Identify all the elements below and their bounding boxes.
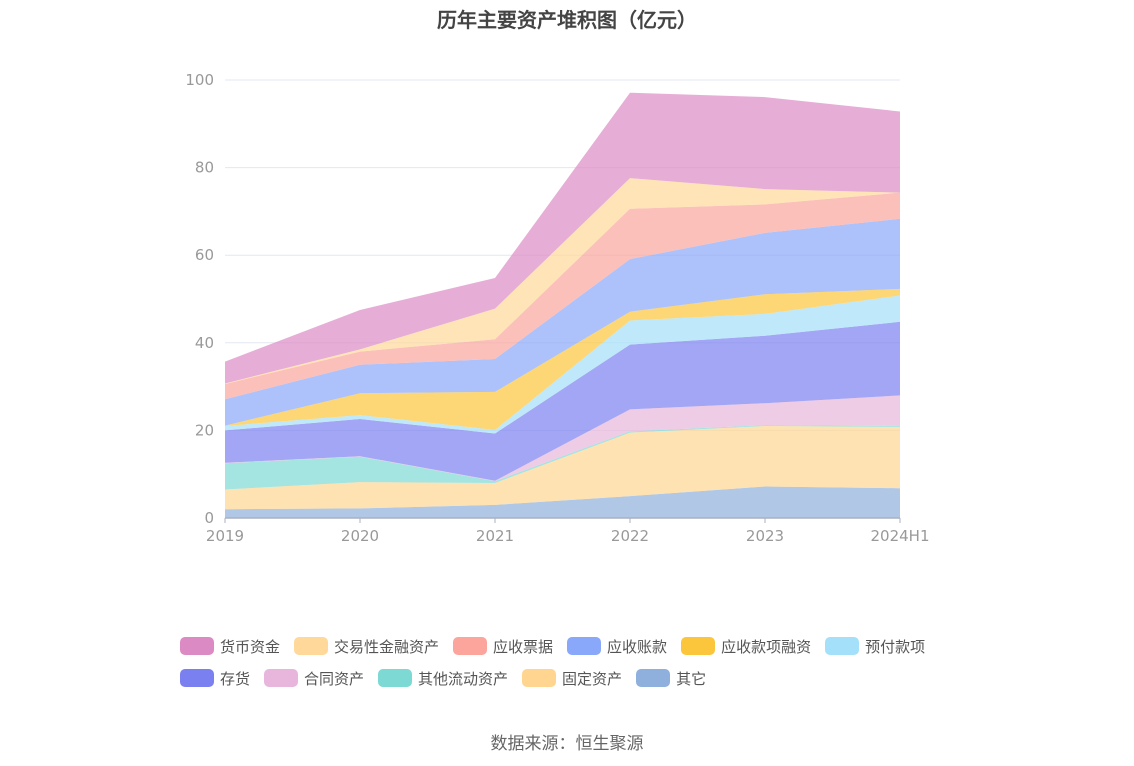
legend-item[interactable]: 其他流动资产 bbox=[378, 668, 508, 689]
legend-item[interactable]: 应收款项融资 bbox=[681, 636, 811, 657]
legend-label: 其它 bbox=[676, 669, 707, 688]
legend-swatch bbox=[180, 637, 214, 655]
legend-item[interactable]: 货币资金 bbox=[180, 636, 280, 657]
legend-swatch bbox=[825, 637, 860, 655]
x-tick-label: 2023 bbox=[746, 527, 784, 545]
area-series-合同资产 bbox=[225, 395, 900, 482]
legend-label: 其他流动资产 bbox=[418, 669, 509, 688]
legend-label: 预付款项 bbox=[865, 637, 926, 656]
legend-label: 应收账款 bbox=[607, 637, 668, 656]
area-series bbox=[225, 92, 900, 518]
legend-item[interactable]: 其它 bbox=[636, 668, 706, 689]
area-series-存货 bbox=[225, 321, 900, 481]
legend-label: 交易性金融资产 bbox=[334, 637, 440, 656]
area-series-固定资产 bbox=[225, 426, 900, 510]
legend-label: 应收票据 bbox=[493, 637, 554, 656]
area-series-预付款项 bbox=[225, 295, 900, 434]
legend-row: 货币资金 交易性金融资产 应收票据 应收账款 应收款项融资 预付款项 bbox=[180, 630, 980, 662]
legend-item[interactable]: 应收账款 bbox=[567, 636, 667, 657]
legend: 货币资金 交易性金融资产 应收票据 应收账款 应收款项融资 预付款项存货 合同资产 其他流动资… bbox=[180, 630, 980, 694]
x-tick-label: 2024H1 bbox=[871, 527, 930, 545]
legend-label: 存货 bbox=[220, 669, 251, 688]
legend-item[interactable]: 固定资产 bbox=[522, 668, 622, 689]
area-series-其他流动资产 bbox=[225, 425, 900, 490]
area-series-应收账款 bbox=[225, 218, 900, 426]
legend-swatch bbox=[180, 669, 214, 687]
legend-label: 货币资金 bbox=[220, 637, 281, 656]
y-tick-label: 40 bbox=[195, 334, 214, 352]
legend-swatch bbox=[681, 637, 716, 655]
area-series-货币资金 bbox=[225, 92, 900, 384]
legend-item[interactable]: 应收票据 bbox=[453, 636, 553, 657]
y-tick-label: 20 bbox=[195, 421, 214, 439]
legend-swatch bbox=[567, 637, 602, 655]
legend-label: 应收款项融资 bbox=[721, 637, 812, 656]
axes: 0 20 40 60 80 100 2019 2020 2021 2022 2023 2024H1 bbox=[185, 71, 929, 545]
y-tick-label: 80 bbox=[195, 159, 214, 177]
legend-swatch bbox=[378, 669, 413, 687]
legend-item[interactable]: 预付款项 bbox=[825, 636, 925, 657]
y-tick-label: 60 bbox=[195, 246, 214, 264]
legend-row: 存货 合同资产 其他流动资产 固定资产 其它 bbox=[180, 662, 980, 694]
area-series-应收款项融资 bbox=[225, 288, 900, 430]
legend-swatch bbox=[264, 669, 299, 687]
legend-label: 合同资产 bbox=[304, 669, 365, 688]
stacked-area-chart: 0 20 40 60 80 100 2019 2020 2021 2022 2023 2024H1 bbox=[185, 71, 929, 545]
x-tick-label: 2022 bbox=[611, 527, 649, 545]
legend-label: 固定资产 bbox=[562, 669, 623, 688]
legend-swatch bbox=[522, 669, 557, 687]
x-tick-label: 2020 bbox=[341, 527, 379, 545]
area-series-应收票据 bbox=[225, 192, 900, 400]
y-tick-label: 0 bbox=[204, 509, 214, 527]
legend-item[interactable]: 合同资产 bbox=[264, 668, 364, 689]
x-tick-label: 2019 bbox=[206, 527, 244, 545]
chart-title: 历年主要资产堆积图（亿元） bbox=[437, 8, 697, 32]
y-tick-label: 100 bbox=[185, 71, 214, 89]
data-source: 数据来源：恒生聚源 bbox=[490, 734, 644, 754]
area-series-其它 bbox=[225, 486, 900, 518]
legend-swatch bbox=[636, 669, 671, 687]
legend-item[interactable]: 存货 bbox=[180, 668, 250, 689]
legend-swatch bbox=[453, 637, 488, 655]
legend-item[interactable]: 交易性金融资产 bbox=[294, 636, 439, 657]
legend-swatch bbox=[294, 637, 329, 655]
x-tick-label: 2021 bbox=[476, 527, 514, 545]
